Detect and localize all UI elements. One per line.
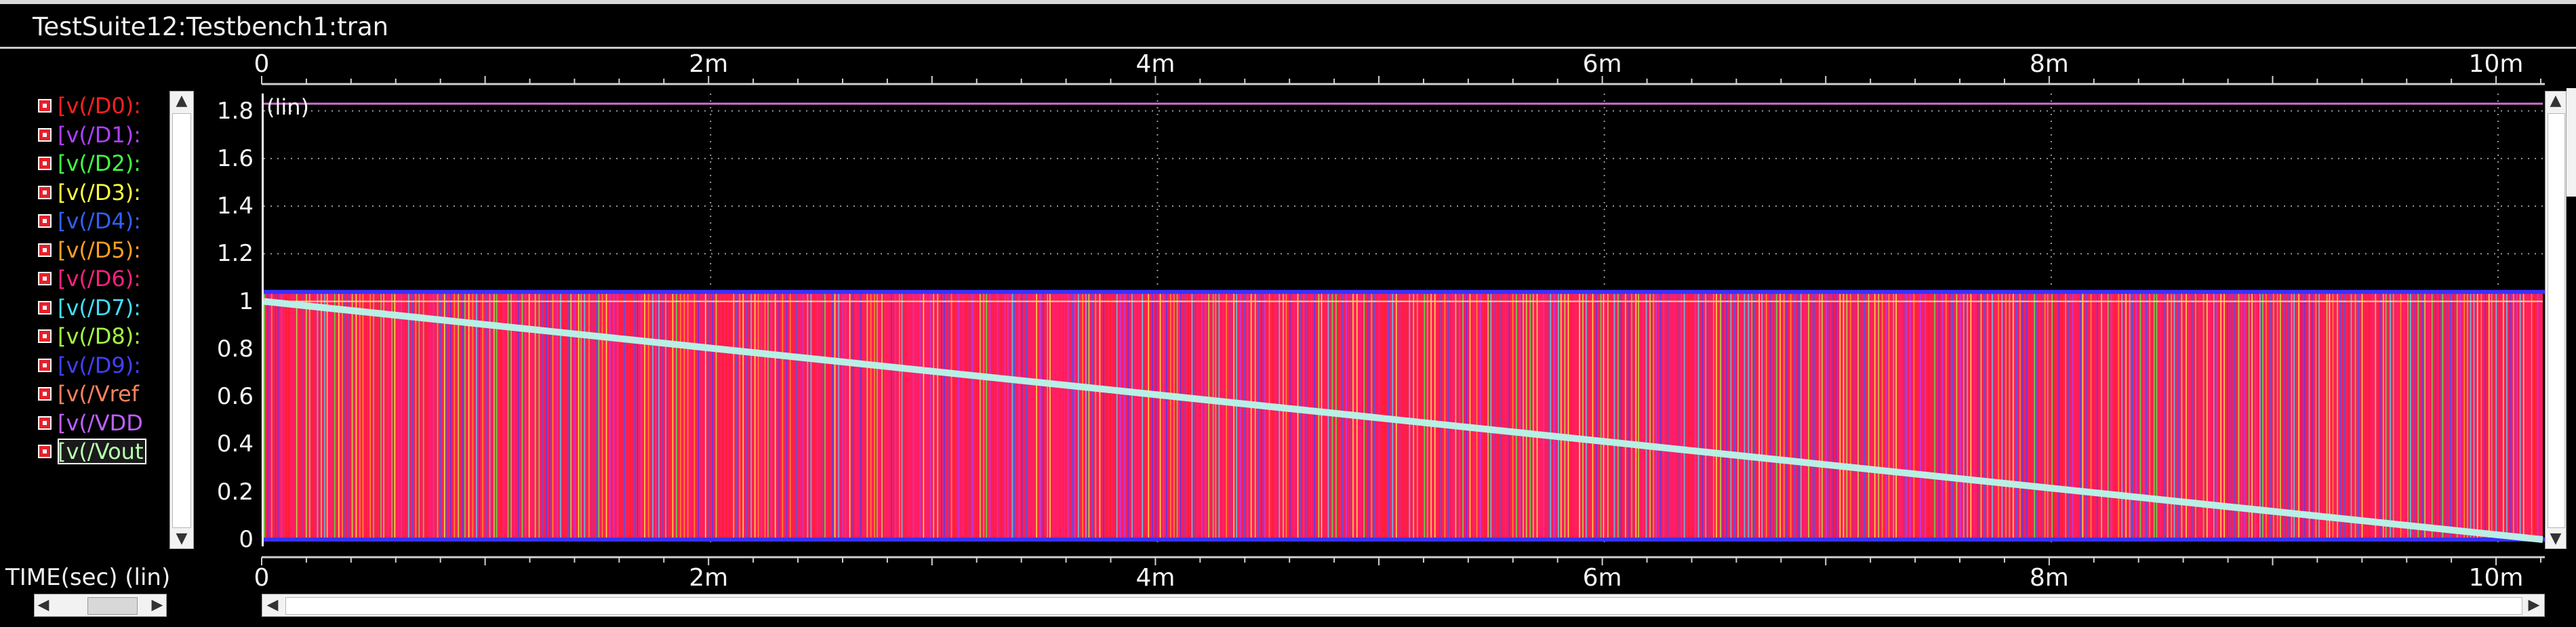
legend-item[interactable]: [v(/D5): <box>38 237 164 264</box>
title-bar: TestSuite12:Testbench1:tran <box>0 0 2576 49</box>
scroll-left-arrow-icon[interactable]: ◀ <box>266 596 279 613</box>
legend-item-label: [v(/D1): <box>58 121 141 148</box>
x-tick-label: 10m <box>2469 564 2524 592</box>
x-tick-label: 8m <box>2030 50 2069 78</box>
x-tick-label: 0 <box>254 564 270 592</box>
x-tick-label: 6m <box>1583 564 1622 592</box>
top-time-axis: 0 2m 4m 6m 8m 10m <box>254 50 2545 85</box>
legend-item-label: [v(/D4): <box>58 208 141 234</box>
scroll-down-arrow-icon[interactable]: ▼ <box>170 529 193 548</box>
x-tick-label: 2m <box>689 50 728 78</box>
scrollbar-thumb[interactable] <box>172 113 191 528</box>
scroll-down-arrow-icon[interactable]: ▼ <box>2550 530 2562 547</box>
y-tick-label: 1.6 <box>216 144 254 172</box>
signal-visibility-icon[interactable] <box>38 329 52 343</box>
bottom-time-axis: 0 2m 4m 6m 8m 10m <box>254 556 2545 592</box>
legend-item[interactable]: [v(/D1): <box>38 121 164 148</box>
plot-vertical-scrollbar[interactable]: ▲ ▼ <box>2545 91 2567 549</box>
x-tick-label: 0 <box>254 50 270 78</box>
signal-visibility-icon[interactable] <box>38 185 52 199</box>
x-tick-label: 8m <box>2030 564 2069 592</box>
legend-item[interactable]: [v(/Vout <box>38 438 164 465</box>
signal-legend: [v(/D0): [v(/D1): [v(/D2): [v(/D3): [v(/D4):… <box>0 88 166 549</box>
scroll-left-arrow-icon[interactable]: ◀ <box>37 596 49 613</box>
scroll-up-arrow-icon[interactable]: ▲ <box>2550 92 2562 109</box>
title-divider <box>0 47 2576 49</box>
y-tick-label: 1.4 <box>216 193 254 220</box>
scroll-right-arrow-icon[interactable]: ▶ <box>2528 596 2540 613</box>
waveform-canvas[interactable] <box>264 94 2547 546</box>
legend-item[interactable]: [v(/D6): <box>38 265 164 292</box>
legend-item[interactable]: [v(/D7): <box>38 294 164 321</box>
scrollbar-thumb[interactable] <box>87 597 138 615</box>
legend-item-label: [v(/D9): <box>58 352 141 378</box>
plot-area[interactable]: (lin) <box>262 94 2547 546</box>
legend-item-label: [v(/D8): <box>58 323 141 349</box>
signal-visibility-icon[interactable] <box>38 99 52 113</box>
y-scale-label: (lin) <box>266 94 310 120</box>
legend-item-label: [v(/Vout <box>58 439 146 464</box>
series-line[interactable] <box>264 298 2543 543</box>
y-tick-label: 0.4 <box>216 430 254 458</box>
scrollbar-thumb[interactable] <box>285 597 2522 615</box>
legend-item-label: [v(/D7): <box>58 294 141 321</box>
signal-visibility-icon[interactable] <box>38 416 52 430</box>
legend-horizontal-scrollbar[interactable]: ◀ ▶ <box>34 594 167 617</box>
legend-vertical-scrollbar[interactable]: ▲ ▼ <box>169 91 194 549</box>
scroll-right-arrow-icon[interactable]: ▶ <box>151 596 163 613</box>
signal-visibility-icon[interactable] <box>38 127 52 142</box>
time-horizontal-scrollbar[interactable]: ◀ ▶ <box>262 594 2545 617</box>
legend-item-label: [v(/D0): <box>58 93 141 119</box>
digital-bits-band <box>264 289 2547 542</box>
y-tick-label: 1 <box>239 287 254 315</box>
legend-item-label: [v(/D6): <box>58 266 141 291</box>
y-tick-label: 0.8 <box>216 335 254 363</box>
legend-item-label: [v(/D5): <box>58 237 141 263</box>
side-toolbar-strip[interactable] <box>2567 88 2576 197</box>
signal-visibility-icon[interactable] <box>38 272 52 285</box>
legend-item[interactable]: [v(/D2): <box>38 150 164 177</box>
signal-visibility-icon[interactable] <box>38 387 52 401</box>
legend-item[interactable]: [v(/D0): <box>38 92 164 119</box>
signal-visibility-icon[interactable] <box>38 157 52 170</box>
x-tick-label: 6m <box>1583 50 1622 78</box>
y-tick-label: 1.2 <box>216 240 254 268</box>
scroll-up-arrow-icon[interactable]: ▲ <box>170 92 193 110</box>
legend-item-label: [v(/Vref <box>58 381 139 407</box>
signal-visibility-icon[interactable] <box>38 358 52 372</box>
x-axis-label: TIME(sec) (lin) <box>5 564 171 591</box>
x-tick-label: 2m <box>689 564 728 592</box>
legend-item[interactable]: [v(/D9): <box>38 352 164 379</box>
legend-item[interactable]: [v(/D3): <box>38 179 164 206</box>
signal-visibility-icon[interactable] <box>38 243 52 257</box>
y-tick-label: 1.8 <box>216 97 254 125</box>
signal-visibility-icon[interactable] <box>38 300 52 315</box>
legend-item-label: [v(/D3): <box>58 179 141 205</box>
legend-item-label: [v(/D2): <box>58 150 141 176</box>
y-tick-label: 0.6 <box>216 383 254 411</box>
legend-item-label: [v(/VDD <box>58 409 143 436</box>
signal-visibility-icon[interactable] <box>38 445 52 458</box>
legend-item[interactable]: [v(/D4): <box>38 207 164 235</box>
y-axis: 0 0.2 0.4 0.6 0.8 1 1.2 1.4 1.6 1.8 <box>194 88 262 556</box>
signal-visibility-icon[interactable] <box>38 214 52 228</box>
legend-item[interactable]: [v(/D8): <box>38 323 164 350</box>
window-title: TestSuite12:Testbench1:tran <box>33 12 389 41</box>
x-tick-label: 10m <box>2469 50 2524 78</box>
legend-item[interactable]: [v(/VDD <box>38 409 164 437</box>
legend-item[interactable]: [v(/Vref <box>38 380 164 407</box>
y-tick-label: 0.2 <box>216 478 254 506</box>
x-tick-label: 4m <box>1135 564 1175 592</box>
y-tick-label: 0 <box>239 526 254 553</box>
x-tick-label: 4m <box>1135 50 1175 78</box>
scrollbar-thumb[interactable] <box>2548 113 2565 528</box>
